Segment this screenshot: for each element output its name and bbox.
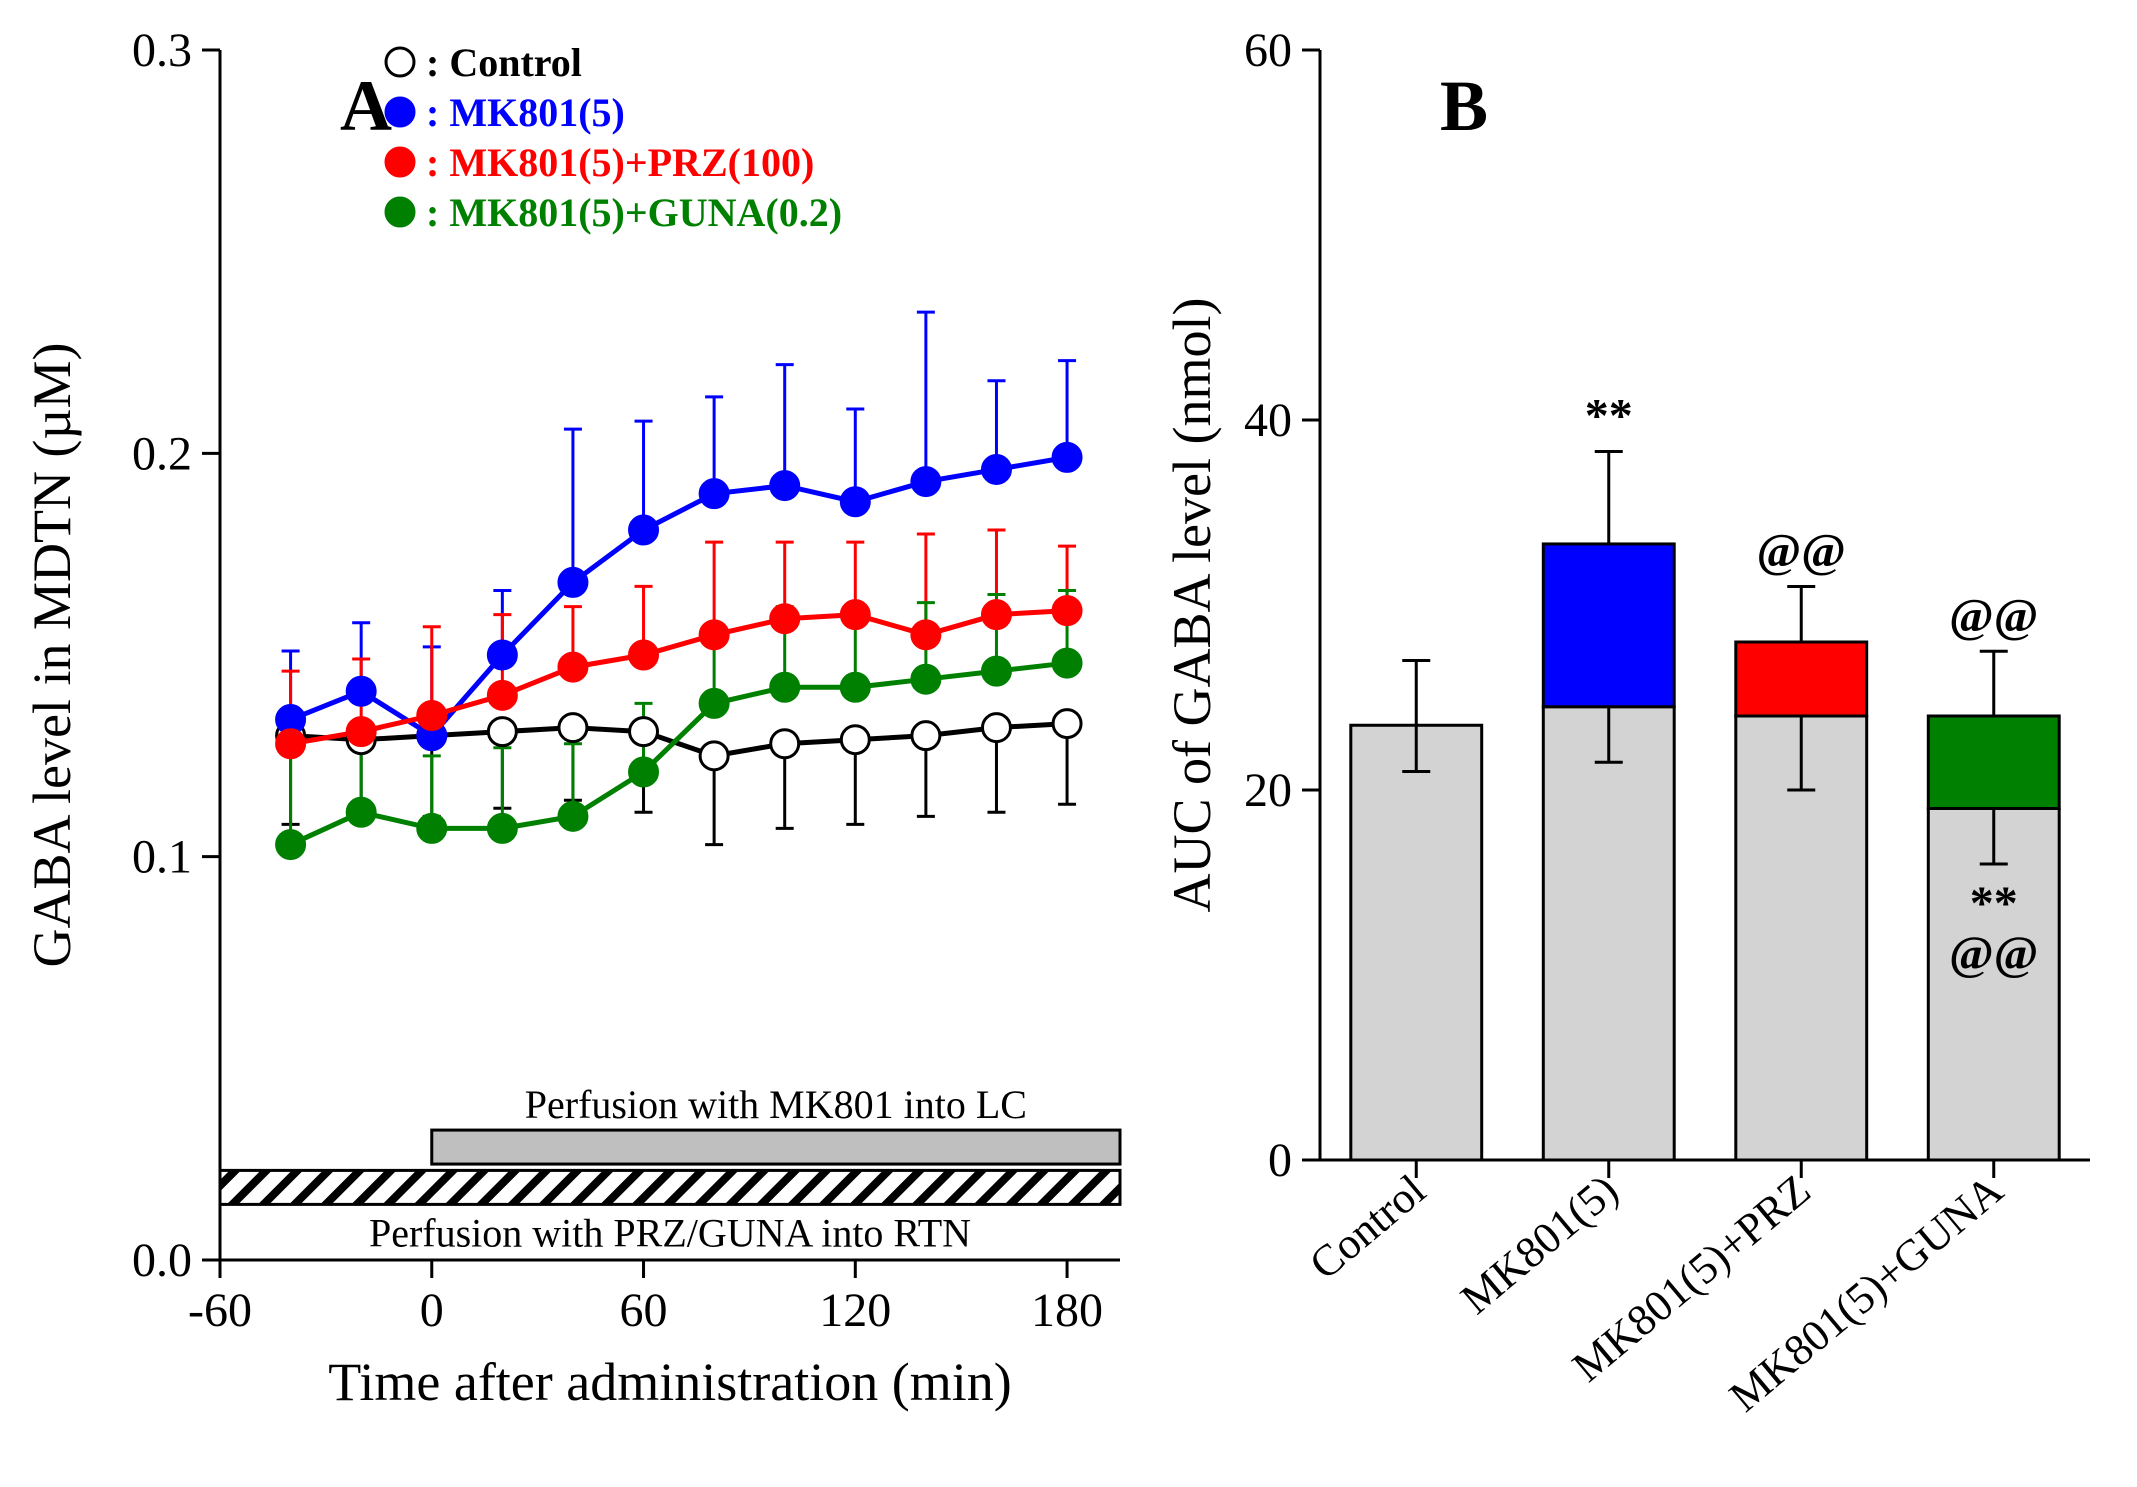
sig-mark: ** xyxy=(1970,877,2018,930)
panel-b-ytick-label: 0 xyxy=(1268,1134,1292,1187)
marker-mk801_guna xyxy=(347,798,375,826)
panel-a-ylabel: GABA level in MDTN (µM) xyxy=(22,342,82,967)
marker-mk801_prz xyxy=(277,730,305,758)
marker-mk801 xyxy=(912,468,940,496)
marker-mk801_prz xyxy=(1053,597,1081,625)
legend-marker xyxy=(386,198,414,226)
panel-a-xlabel: Time after administration (min) xyxy=(328,1352,1011,1412)
sig-mark: @@ xyxy=(1757,525,1846,578)
panel-b-ytick-label: 60 xyxy=(1244,24,1292,77)
panel-a-ytick-label: 0.0 xyxy=(132,1234,192,1287)
marker-mk801_guna xyxy=(277,831,305,859)
marker-control xyxy=(630,718,658,746)
bar-upper xyxy=(1928,716,2059,809)
marker-mk801_prz xyxy=(347,718,375,746)
marker-mk801_prz xyxy=(418,702,446,730)
marker-mk801_prz xyxy=(841,601,869,629)
bar-category-label: Control xyxy=(1300,1165,1434,1289)
perfusion-label-mk801: Perfusion with MK801 into LC xyxy=(525,1082,1027,1127)
bar-lower xyxy=(1351,725,1482,1160)
perfusion-bar-prz-guna xyxy=(220,1170,1120,1204)
marker-control xyxy=(559,714,587,742)
marker-mk801 xyxy=(488,641,516,669)
legend-label: : MK801(5)+PRZ(100) xyxy=(426,140,814,185)
marker-mk801 xyxy=(700,480,728,508)
panel-a-ytick-label: 0.1 xyxy=(132,831,192,884)
marker-mk801 xyxy=(347,677,375,705)
legend-label: : MK801(5) xyxy=(426,90,625,135)
marker-control xyxy=(488,718,516,746)
bar-category-label: MK801(5) xyxy=(1452,1165,1628,1324)
panel-a-xtick-label: -60 xyxy=(188,1284,252,1337)
marker-mk801_guna xyxy=(1053,649,1081,677)
panel-b-svg: 0 20 40 60 AUC of GABA level (nmol) B Control *… xyxy=(1150,0,2137,1482)
marker-mk801 xyxy=(771,472,799,500)
panel-b-letter: B xyxy=(1440,66,1488,146)
marker-mk801_prz xyxy=(982,601,1010,629)
panel-a: 0.0 0.1 0.2 0.3 -60 0 60 120 180 GABA level in MD… xyxy=(0,0,1150,1482)
panel-b-ytick-label: 20 xyxy=(1244,764,1292,817)
sig-mark: @@ xyxy=(1949,589,2038,642)
marker-mk801_guna xyxy=(630,758,658,786)
marker-mk801_guna xyxy=(982,657,1010,685)
bar-lower xyxy=(1543,707,1674,1160)
panel-b-ytick-label: 40 xyxy=(1244,394,1292,447)
perfusion-label-prz-guna: Perfusion with PRZ/GUNA into RTN xyxy=(369,1210,971,1255)
marker-mk801 xyxy=(559,568,587,596)
panel-a-xtick-label: 120 xyxy=(819,1284,891,1337)
marker-mk801_prz xyxy=(912,621,940,649)
marker-mk801_guna xyxy=(841,673,869,701)
marker-mk801_guna xyxy=(912,665,940,693)
legend-marker xyxy=(386,48,414,76)
legend-label: : Control xyxy=(426,40,582,85)
series-line-mk801 xyxy=(291,457,1067,735)
marker-mk801_guna xyxy=(488,814,516,842)
marker-mk801_guna xyxy=(700,689,728,717)
panel-a-xtick-label: 180 xyxy=(1031,1284,1103,1337)
marker-mk801_guna xyxy=(418,814,446,842)
marker-control xyxy=(700,742,728,770)
marker-mk801 xyxy=(1053,443,1081,471)
panel-a-ytick-label: 0.2 xyxy=(132,427,192,480)
marker-control xyxy=(771,730,799,758)
panel-a-xtick-label: 0 xyxy=(420,1284,444,1337)
marker-mk801_guna xyxy=(559,802,587,830)
marker-mk801_prz xyxy=(700,621,728,649)
panel-a-xtick-label: 60 xyxy=(620,1284,668,1337)
marker-mk801_guna xyxy=(771,673,799,701)
panel-a-svg: 0.0 0.1 0.2 0.3 -60 0 60 120 180 GABA level in MD… xyxy=(0,0,1150,1482)
marker-mk801 xyxy=(841,488,869,516)
marker-mk801 xyxy=(630,516,658,544)
marker-mk801_prz xyxy=(771,605,799,633)
panel-a-letter: A xyxy=(340,66,392,146)
marker-mk801_prz xyxy=(488,681,516,709)
legend-marker xyxy=(386,148,414,176)
bar-upper xyxy=(1543,544,1674,707)
sig-mark: @@ xyxy=(1949,927,2038,980)
marker-control xyxy=(841,726,869,754)
marker-mk801_prz xyxy=(630,641,658,669)
figure-root: 0.0 0.1 0.2 0.3 -60 0 60 120 180 GABA level in MD… xyxy=(0,0,2137,1482)
panel-b-ylabel: AUC of GABA level (nmol) xyxy=(1162,298,1222,913)
marker-control xyxy=(982,714,1010,742)
panel-a-ytick-label: 0.3 xyxy=(132,24,192,77)
perfusion-bar-mk801 xyxy=(432,1130,1120,1164)
bar-upper xyxy=(1736,642,1867,716)
sig-mark: ** xyxy=(1585,389,1633,442)
marker-control xyxy=(1053,710,1081,738)
marker-control xyxy=(912,722,940,750)
marker-mk801_prz xyxy=(559,653,587,681)
legend-label: : MK801(5)+GUNA(0.2) xyxy=(426,190,842,235)
series-line-mk801_guna xyxy=(291,663,1067,845)
marker-mk801 xyxy=(982,455,1010,483)
panel-b: 0 20 40 60 AUC of GABA level (nmol) B Control *… xyxy=(1150,0,2137,1482)
legend-marker xyxy=(386,98,414,126)
